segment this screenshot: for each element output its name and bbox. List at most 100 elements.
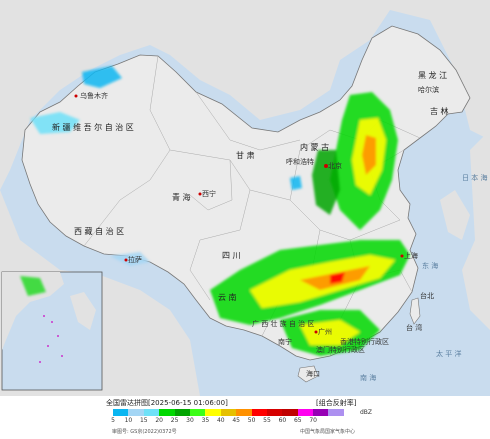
map-title: 全国雷达拼图 xyxy=(106,399,148,407)
scale-tick-label: 30 xyxy=(186,417,194,424)
radar-echoes xyxy=(30,66,410,356)
neighbour-land-north xyxy=(0,0,490,190)
scale-tick-label: 25 xyxy=(170,417,179,424)
scale-tick-label: 50 xyxy=(247,417,256,424)
label-beijing: 北京 xyxy=(328,161,342,170)
reef-dot xyxy=(57,335,59,337)
color-swatch xyxy=(297,409,314,416)
label-nanning: 南宁 xyxy=(278,337,292,346)
korea-peninsula xyxy=(440,190,470,240)
unit-label: dBZ xyxy=(360,409,373,416)
capital-dot-urumqi xyxy=(74,94,78,98)
label-lhasa: 拉萨 xyxy=(128,255,142,264)
label-heilongjiang: 黑 龙 江 xyxy=(418,70,447,80)
south-china-sea-inset xyxy=(1,271,103,391)
review-number: 审图号: GS京(2022)0372号 xyxy=(112,429,177,435)
scale-tick-label: 55 xyxy=(263,417,271,424)
scale-tick-label: 40 xyxy=(216,417,225,424)
color-swatch xyxy=(251,409,267,416)
echo-central-small xyxy=(290,176,302,190)
label-pacific: 太 平 洋 xyxy=(436,349,461,358)
inset-mainland xyxy=(2,272,64,350)
label-jilin: 吉 林 xyxy=(430,106,449,116)
color-swatch xyxy=(189,409,206,416)
label-shanghai: 上海 xyxy=(404,251,418,260)
label-sea-of-japan: 日 本 海 xyxy=(462,173,487,182)
label-macau: 澳门特别行政区 xyxy=(316,345,365,354)
scale-tick-label: 65 xyxy=(293,417,302,424)
hainan-island xyxy=(297,365,319,383)
color-swatch xyxy=(220,409,237,416)
label-xining: 西宁 xyxy=(202,189,216,198)
label-neimenggu: 内 蒙 古 xyxy=(300,142,329,152)
japan-land xyxy=(462,130,490,330)
label-guangxi: 广 西 壮 族 自 治 区 xyxy=(252,319,314,328)
reef-dot xyxy=(43,315,45,317)
label-taiwan: 台 湾 xyxy=(406,323,422,332)
color-scale-ticks: 5 10 15 20 25 30 35 40 45 50 55 60 65 70 xyxy=(111,417,375,425)
label-xinjiang: 新 疆 维 吾 尔 自 治 区 xyxy=(52,122,134,132)
place-labels: 黑 龙 江 吉 林 新 疆 维 吾 尔 自 治 区 西 藏 自 治 区 青 海 … xyxy=(52,70,487,382)
capital-dot-xining xyxy=(198,192,202,196)
reef-dot xyxy=(61,355,63,357)
label-xizang: 西 藏 自 治 区 xyxy=(74,226,124,236)
map-timestamp: [2025-06-15 01:06:00] xyxy=(148,399,228,407)
label-hongkong: 香港特别行政区 xyxy=(340,337,389,346)
color-swatch xyxy=(282,409,298,416)
capital-dot-lhasa xyxy=(124,258,128,262)
color-swatch xyxy=(236,409,252,416)
color-swatch xyxy=(113,409,129,416)
color-swatch xyxy=(159,409,175,416)
echo-xinjiang-west xyxy=(30,112,80,134)
inset-islands xyxy=(70,292,96,330)
label-haikou: 海口 xyxy=(306,369,320,378)
color-swatch xyxy=(143,409,160,416)
reef-dot xyxy=(51,321,53,323)
capital-dot-shanghai xyxy=(400,254,404,258)
label-hohhot: 呼和浩特 xyxy=(286,157,314,166)
label-nanhai: 南 海 xyxy=(360,373,376,382)
capital-dot-beijing xyxy=(324,164,328,168)
label-donghai: 东 海 xyxy=(422,261,438,270)
echo-yangtze-max xyxy=(330,272,345,284)
map-title-line: 全国雷达拼图[2025-06-15 01:06:00] xyxy=(106,398,228,408)
inset-echo xyxy=(20,276,46,296)
echo-north-china xyxy=(312,150,340,215)
data-source: 中国气象局国家气象中心 xyxy=(300,429,356,435)
capital-dot-guangzhou xyxy=(314,330,318,334)
reef-dot xyxy=(47,345,49,347)
scale-tick-label: 60 xyxy=(278,417,287,424)
product-name: [组合反射率] xyxy=(316,399,357,407)
scale-tick-label: 70 xyxy=(309,417,318,424)
scale-tick-label: 10 xyxy=(124,417,133,424)
echo-xinjiang-north xyxy=(82,66,122,88)
legend-footer: 全国雷达拼图[2025-06-15 01:06:00] [组合反射率] 5 10 1… xyxy=(0,396,490,439)
capital-markers xyxy=(74,94,404,334)
map-canvas: 黑 龙 江 吉 林 新 疆 维 吾 尔 自 治 区 西 藏 自 治 区 青 海 … xyxy=(0,0,490,396)
color-scale-bar xyxy=(113,409,344,416)
color-swatch xyxy=(328,409,344,416)
label-gansu: 甘 肃 xyxy=(236,150,255,160)
taiwan-island xyxy=(409,297,421,325)
reef-dot xyxy=(39,361,41,363)
echo-south-core xyxy=(300,320,360,345)
color-swatch xyxy=(128,409,144,416)
label-harbin: 哈尔滨 xyxy=(418,85,439,94)
echo-northeast-peak xyxy=(362,135,376,175)
color-swatch xyxy=(313,409,329,416)
inset-reef-markers xyxy=(39,315,63,363)
color-swatch xyxy=(266,409,283,416)
scale-tick-label: 35 xyxy=(201,417,210,424)
color-swatch xyxy=(174,409,190,416)
label-qinghai: 青 海 xyxy=(172,192,191,202)
scale-tick-label: 20 xyxy=(155,417,164,424)
scale-tick-label: 45 xyxy=(232,417,241,424)
label-yunnan: 云 南 xyxy=(218,292,237,302)
label-urumqi: 乌鲁木齐 xyxy=(80,91,108,100)
echo-tibet xyxy=(110,252,150,266)
label-guangzhou: 广州 xyxy=(318,327,332,336)
color-swatch xyxy=(205,409,221,416)
label-taipei: 台北 xyxy=(420,291,434,300)
scale-tick-label: 15 xyxy=(139,417,148,424)
